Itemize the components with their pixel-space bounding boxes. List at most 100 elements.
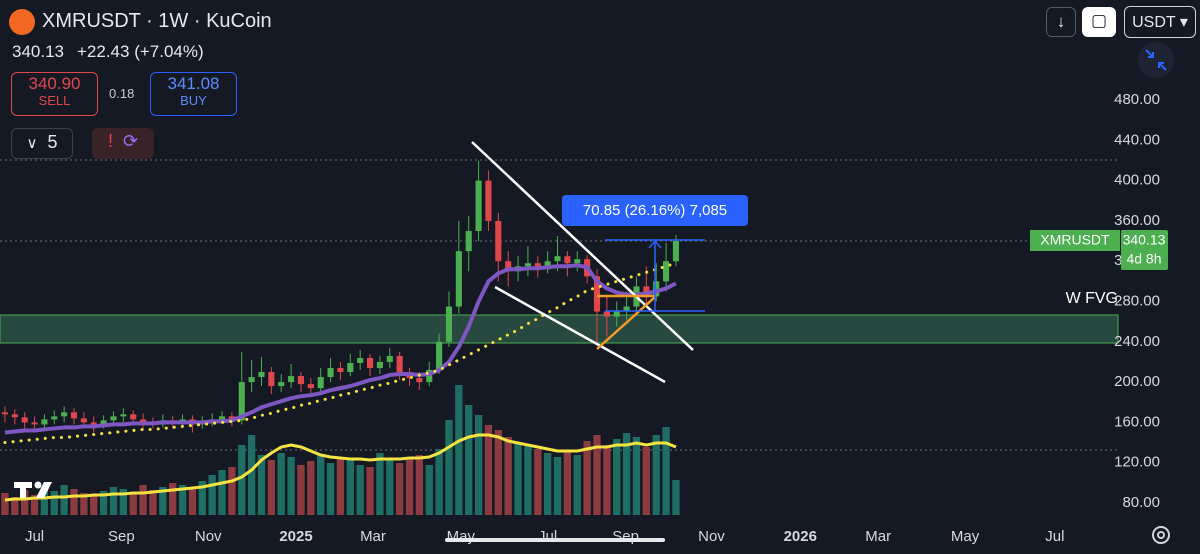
indicators-toggle[interactable]: ∨ 5: [11, 128, 73, 159]
x-tick-label: Sep: [612, 528, 639, 545]
candle-body: [218, 416, 226, 420]
candle-body: [327, 367, 334, 378]
candle-body: [386, 355, 393, 362]
volume-bar: [593, 435, 601, 515]
candle-body: [485, 180, 492, 221]
volume-bar: [543, 453, 552, 515]
tradingview-logo: [14, 481, 52, 498]
volume-bar: [415, 455, 424, 515]
currency-select[interactable]: USDT ▾: [1124, 6, 1196, 38]
x-tick-label: Nov: [195, 528, 222, 545]
candle-body: [544, 261, 551, 270]
price-change: +22.43 (+7.04%): [77, 42, 204, 61]
candle-body: [524, 263, 531, 267]
volume-bar: [169, 483, 177, 515]
volume-bar: [336, 457, 345, 515]
x-tick-label: May: [447, 528, 476, 545]
y-tick-label: 120.00: [1114, 454, 1160, 471]
candle-body: [613, 311, 620, 317]
x-tick-label: Mar: [360, 528, 386, 545]
volume-bar: [652, 435, 660, 515]
volume-bar: [672, 480, 680, 515]
y-tick-label: 440.00: [1114, 131, 1160, 148]
candle-body: [603, 311, 610, 317]
fvg-zone: [0, 314, 1119, 344]
volume-bar: [30, 495, 39, 515]
settings-button[interactable]: [1152, 526, 1170, 544]
price-tag-countdown: 4d 8h: [1126, 251, 1161, 267]
x-tick-label: Mar: [865, 528, 891, 545]
buy-button[interactable]: 341.08 BUY: [150, 72, 237, 116]
candle-body: [436, 341, 443, 371]
candle-body: [120, 414, 127, 417]
x-tick-label: Jul: [1045, 528, 1064, 545]
alert-status[interactable]: ! ⟳: [92, 128, 154, 159]
volume-bar: [326, 463, 335, 515]
download-button[interactable]: ↓: [1046, 7, 1076, 37]
volume-ma-line: [4, 433, 677, 502]
measure-arrow: [648, 239, 662, 249]
volume-bar: [257, 455, 266, 515]
candle-body: [238, 382, 245, 421]
volume-bar: [90, 495, 98, 515]
volume-bar: [494, 430, 502, 515]
x-tick-label: Jul: [538, 528, 557, 545]
candle-body: [317, 377, 324, 389]
candle-body: [278, 382, 285, 387]
volume-bar: [395, 463, 404, 515]
y-tick-label: 480.00: [1114, 91, 1160, 108]
candle-body: [445, 306, 453, 342]
volume-bar: [534, 449, 542, 515]
volume-bar: [474, 415, 483, 515]
scale-button[interactable]: [1138, 42, 1174, 78]
candle-body: [268, 372, 275, 387]
volume-bar: [70, 489, 78, 515]
candle-body: [554, 256, 561, 262]
trend-line: [494, 285, 666, 384]
volume-bar: [317, 455, 325, 515]
moving-average: [3, 261, 678, 445]
volume-bar: [267, 460, 276, 515]
candle-body: [140, 419, 147, 424]
candle-body: [593, 276, 601, 312]
symbol-title: XMRUSDT · 1W · KuCoin: [42, 10, 272, 32]
candle-body: [1, 412, 8, 415]
candle-body: [51, 416, 58, 420]
candle-body: [376, 361, 383, 368]
volume-bar: [109, 487, 118, 515]
x-tick-label: May: [951, 528, 980, 545]
volume-bar: [228, 467, 236, 515]
x-tick-label: 2025: [279, 528, 312, 545]
volume-bar: [247, 435, 256, 515]
y-tick-label: 400.00: [1114, 172, 1160, 189]
coin-icon: [9, 9, 35, 35]
measure-box: [562, 195, 748, 226]
buy-price: 341.08: [167, 74, 220, 93]
candle-body: [248, 377, 255, 383]
sell-label: SELL: [38, 93, 71, 108]
x-tick-label: Jul: [25, 528, 44, 545]
volume-bar: [21, 490, 29, 515]
volume-bar: [40, 487, 49, 515]
volume-bar: [139, 485, 147, 515]
candle-body: [366, 357, 374, 368]
sell-button[interactable]: 340.90 SELL: [11, 72, 98, 116]
volume-bar: [425, 465, 433, 515]
candle-body: [672, 240, 679, 262]
candle-body: [347, 362, 354, 373]
indicator-count: 5: [47, 132, 58, 152]
zone-label: W FVG: [1066, 290, 1118, 307]
y-tick-label: 200.00: [1114, 373, 1160, 390]
candle-body: [11, 414, 18, 418]
candle-body: [80, 418, 87, 423]
x-tick-label: 2026: [784, 528, 817, 545]
y-tick-label: 80.00: [1122, 494, 1160, 511]
candle-body: [455, 251, 462, 307]
candle-body: [396, 355, 403, 373]
moving-average: [4, 263, 677, 435]
symbol-tag-label: XMRUSDT: [1040, 232, 1110, 248]
candle-body: [110, 416, 117, 421]
fullscreen-button[interactable]: ▢: [1082, 7, 1116, 37]
volume-bar: [445, 420, 453, 515]
candle-body: [653, 281, 660, 297]
